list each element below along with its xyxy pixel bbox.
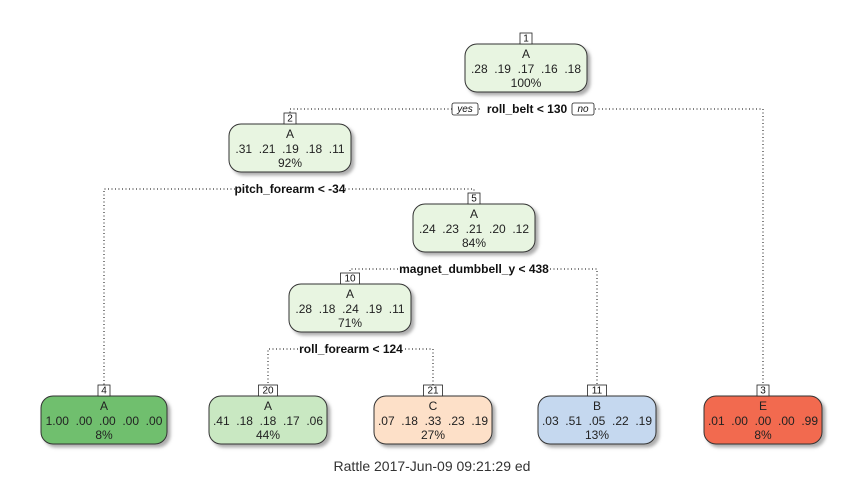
node-percentage: 100% — [511, 76, 542, 90]
node-percentage: 8% — [754, 428, 772, 442]
edge-2-4 — [103, 188, 235, 394]
node-number: 21 — [427, 386, 439, 397]
node-class: A — [470, 207, 478, 221]
node-percentage: 8% — [95, 428, 113, 442]
footer-caption: Rattle 2017-Jun-09 09:21:29 ed — [333, 458, 531, 474]
node-class: A — [522, 47, 530, 61]
node-probabilities: 1.00 .00 .00 .00 .00 — [46, 414, 163, 428]
edge-1-3 — [595, 108, 764, 394]
split-label-node-5: magnet_dumbbell_y < 438 — [399, 262, 549, 276]
node-percentage: 92% — [278, 156, 302, 170]
node-percentage: 27% — [421, 428, 445, 442]
node-probabilities: .01 .00 .00 .00 .99 — [708, 414, 818, 428]
node-percentage: 84% — [462, 236, 486, 250]
node-class: B — [593, 399, 601, 413]
node-probabilities: .24 .23 .21 .20 .12 — [419, 222, 529, 236]
edge-5-11 — [550, 268, 598, 394]
branch-label-no: no — [571, 102, 595, 116]
node-number: 11 — [592, 386, 603, 397]
node-number: 5 — [471, 194, 477, 205]
node-probabilities: .28 .18 .24 .19 .11 — [295, 302, 405, 316]
edge-10-20 — [267, 348, 298, 394]
node-number: 10 — [344, 274, 356, 285]
node-probabilities: .03 .51 .05 .22 .19 — [542, 414, 652, 428]
node-number-tag — [467, 192, 481, 205]
node-number: 20 — [262, 386, 274, 397]
node-probabilities: .31 .21 .19 .18 .11 — [235, 142, 345, 156]
node-class: A — [346, 287, 354, 301]
node-probabilities: .28 .19 .17 .16 .18 — [471, 62, 581, 76]
node-probabilities: .41 .18 .18 .17 .06 — [213, 414, 323, 428]
edge-10-21 — [405, 348, 434, 394]
node-number: 1 — [523, 34, 529, 45]
node-number-tag — [587, 384, 607, 397]
node-number-tag — [340, 272, 360, 285]
edge-2-5 — [345, 188, 475, 202]
node-number-tag — [97, 384, 111, 397]
node-class: C — [429, 399, 438, 413]
split-label-node-10: roll_forearm < 124 — [299, 342, 403, 356]
split-label-root: roll_belt < 130 — [487, 102, 568, 116]
node-number: 4 — [101, 386, 107, 397]
node-class: A — [286, 127, 294, 141]
node-class: A — [100, 399, 108, 413]
node-percentage: 44% — [256, 428, 280, 442]
node-class: A — [264, 399, 272, 413]
node-probabilities: .07 .18 .33 .23 .19 — [378, 414, 488, 428]
node-class: E — [759, 399, 767, 413]
node-number-tag — [519, 32, 533, 45]
decision-tree: roll_belt < 130 pitch_forearm < -34 magn… — [40, 32, 823, 445]
node-number-tag — [756, 384, 770, 397]
node-number-tag — [423, 384, 443, 397]
node-number: 2 — [287, 114, 293, 125]
branch-label-yes: yes — [451, 102, 479, 116]
split-label-node-2: pitch_forearm < -34 — [234, 182, 345, 196]
edge-1-2 — [289, 108, 480, 122]
node-percentage: 71% — [338, 316, 362, 330]
tree-node-3: 3 E.01 .00 .00 .00 .998% — [703, 384, 823, 445]
svg-text:yes: yes — [456, 104, 473, 115]
node-number: 3 — [760, 386, 766, 397]
node-percentage: 13% — [585, 428, 609, 442]
node-number-tag — [258, 384, 278, 397]
tree-node-4: 4 A1.00 .00 .00 .00 .008% — [40, 384, 168, 445]
svg-text:no: no — [577, 104, 589, 115]
node-number-tag — [283, 112, 297, 125]
